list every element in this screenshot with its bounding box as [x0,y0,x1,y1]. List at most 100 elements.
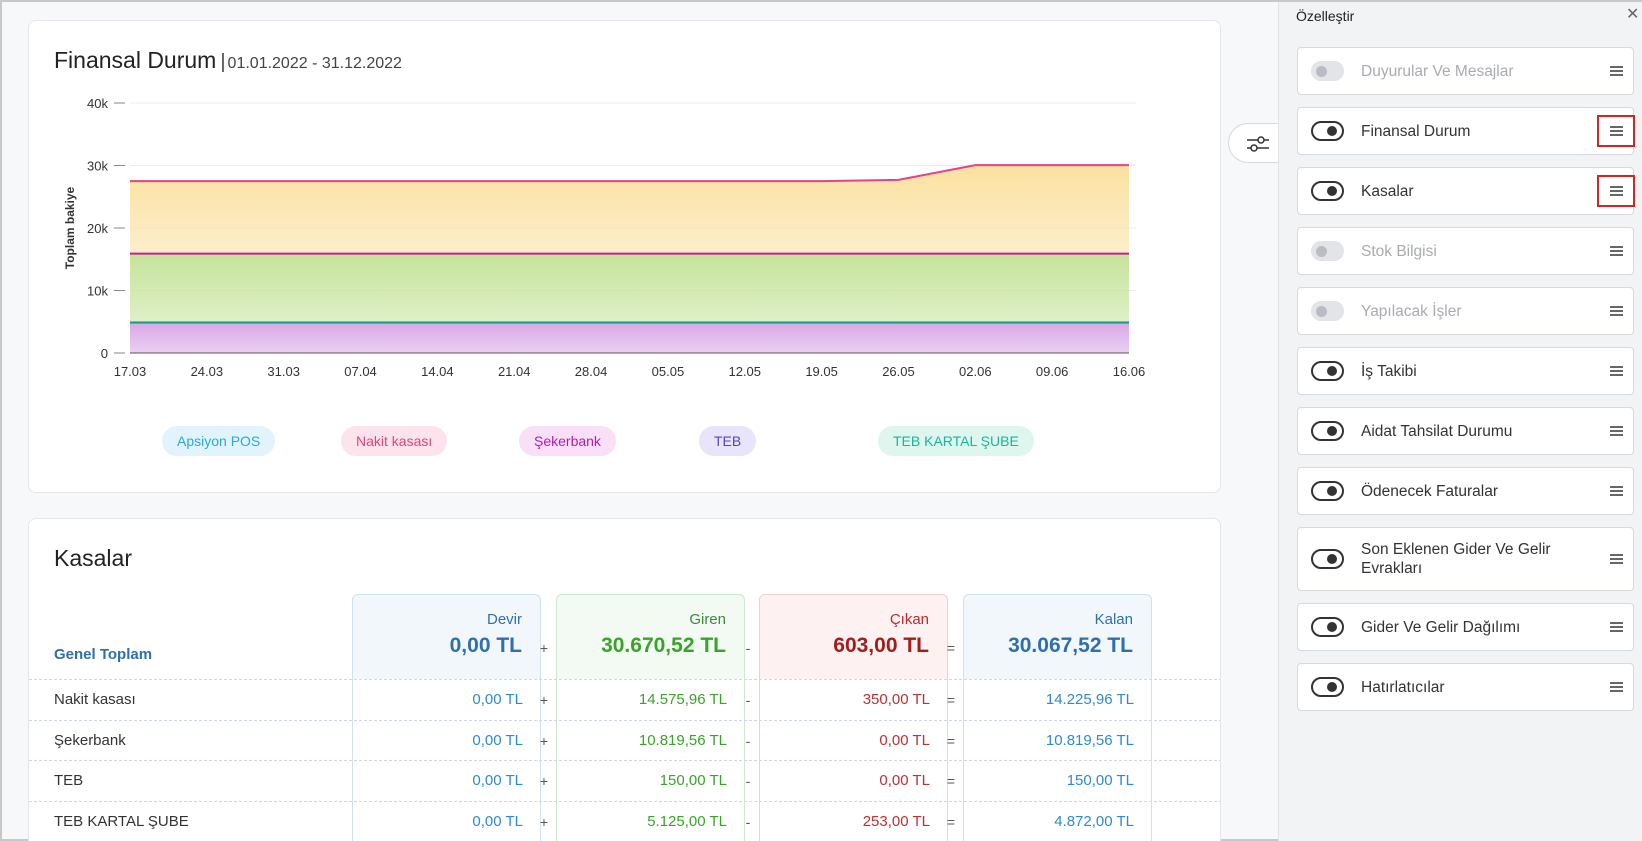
visibility-toggle[interactable] [1311,301,1344,321]
column-header: Giren [689,611,726,628]
visibility-toggle[interactable] [1311,549,1344,569]
area-teb-kartal-ube [130,322,1129,353]
widget-item-gider-ve-gelir-da-l-m-[interactable]: Gider Ve Gelir Dağılımı [1297,603,1634,651]
drag-handle-icon[interactable] [1610,365,1623,377]
operator-symbol: - [745,813,751,830]
widget-item-label: Aidat Tahsilat Durumu [1361,423,1513,440]
visibility-toggle[interactable] [1311,61,1344,81]
area-nakit-kasas- [130,165,1129,254]
table-cell-kalan: 150,00 TL [1066,772,1134,789]
table-cell-cikan: 253,00 TL [862,812,930,830]
x-tick-label: 07.04 [344,364,377,379]
table-cell-devir: 0,00 TL [472,772,523,789]
series-line [130,164,1129,183]
column-header: Çıkan [889,611,929,628]
operator-symbol: - [745,773,751,789]
table-cell-devir: 0,00 TL [472,691,523,708]
column-total: 603,00 TL [833,634,929,657]
widget-item-label: Duyurular Ve Mesajlar [1361,63,1514,80]
table-cell-cikan: 0,00 TL [879,731,930,749]
operator-symbol: = [946,732,956,749]
drag-handle-icon[interactable] [1610,681,1623,693]
widget-item-son-eklenen-gider-ve-gelir-evraklar-[interactable]: Son Eklenen Gider Ve Gelir Evrakları [1297,527,1634,591]
drag-handle-icon[interactable] [1610,553,1623,565]
x-tick-label: 09.06 [1036,364,1069,379]
visibility-toggle[interactable] [1311,617,1344,637]
date-range[interactable]: 01.01.2022 - 31.12.2022 [227,55,402,72]
row-divider [29,719,1220,721]
operator-symbol: = [946,640,956,656]
widget-item-label: Finansal Durum [1361,123,1471,140]
visibility-toggle[interactable] [1311,241,1344,261]
table-cell-cikan: 0,00 TL [879,772,930,789]
legend-item[interactable]: TEB KARTAL ŞUBE [878,426,1034,456]
summary-çıkan: Çıkan 603,00 TL [759,594,948,679]
y-tick-label: 40k [87,96,108,111]
x-tick-label: 12.05 [728,364,761,379]
column-total: 30.067,52 TL [1008,634,1133,657]
operator-symbol: - [745,732,751,749]
widget-item-yap-lacak-i-ler[interactable]: Yapılacak İşler [1297,287,1634,335]
x-tick-label: 31.03 [267,364,300,379]
drag-handle-icon[interactable] [1610,485,1623,497]
y-tick-label: 30k [87,159,108,174]
drag-handle-icon[interactable] [1610,305,1623,317]
legend-item[interactable]: Şekerbank [519,426,616,456]
visibility-toggle[interactable] [1311,121,1344,141]
column-total: 30.670,52 TL [601,634,726,657]
operator-symbol: = [946,813,956,830]
area-teb [130,253,1129,323]
legend-item[interactable]: Nakit kasası [341,426,448,456]
title-separator: | [220,51,226,73]
table-row-name[interactable]: Şekerbank [54,731,126,749]
visibility-toggle[interactable] [1311,181,1344,201]
widget-item--denecek-faturalar[interactable]: Ödenecek Faturalar [1297,467,1634,515]
widget-item-i-takibi[interactable]: İş Takibi [1297,347,1634,395]
widget-item-finansal-durum[interactable]: Finansal Durum [1297,107,1635,155]
x-tick-label: 19.05 [805,364,838,379]
drag-handle-icon[interactable] [1610,185,1623,197]
visibility-toggle[interactable] [1311,421,1344,441]
operator-symbol: - [745,640,751,656]
finansal-durum-title: Finansal Durum | 01.01.2022 - 31.12.2022 [54,47,402,74]
widget-item-stok-bilgisi[interactable]: Stok Bilgisi [1297,227,1634,275]
table-row-name[interactable]: Nakit kasası [54,691,136,708]
widget-item-kasalar[interactable]: Kasalar [1297,167,1635,215]
widget-item-label: Gider Ve Gelir Dağılımı [1361,619,1521,636]
x-tick-label: 16.06 [1113,364,1146,379]
widget-item-aidat-tahsilat-durumu[interactable]: Aidat Tahsilat Durumu [1297,407,1634,455]
x-tick-label: 14.04 [421,364,454,379]
x-tick-label: 26.05 [882,364,915,379]
genel-toplam-label: Genel Toplam [54,646,153,663]
legend-item[interactable]: TEB [699,426,757,456]
table-cell-giren: 150,00 TL [659,772,727,789]
drag-handle-icon[interactable] [1610,621,1623,633]
row-divider [29,800,1220,802]
y-axis-label: Toplam bakiye [63,186,77,269]
operator-symbol: + [539,773,549,789]
drag-handle-icon[interactable] [1610,245,1623,257]
widget-item-hat-rlat-c-lar[interactable]: Hatırlatıcılar [1297,663,1634,711]
y-tick-label: 0 [101,346,108,361]
kasalar-title: Kasalar [54,545,132,571]
drag-handle-icon[interactable] [1610,65,1623,77]
table-row-name[interactable]: TEB KARTAL ŞUBE [54,812,189,830]
operator-symbol: + [539,692,549,708]
summary-giren: Giren 30.670,52 TL [556,594,745,679]
table-cell-devir: 0,00 TL [472,812,523,830]
close-icon[interactable]: ✕ [1626,6,1640,23]
drag-handle-icon[interactable] [1610,425,1623,437]
financial-area-chart: 0 10k 20k 30k 40k Toplam bakiye 17.03 24.03 31.0… [63,96,1146,379]
legend-item[interactable]: Apsiyon POS [162,426,276,456]
visibility-toggle[interactable] [1311,481,1344,501]
widget-item-duyurular-ve-mesajlar[interactable]: Duyurular Ve Mesajlar [1297,47,1634,95]
summary-kalan: Kalan 30.067,52 TL [963,594,1152,679]
table-cell-kalan: 14.225,96 TL [1045,691,1134,708]
drag-handle-icon[interactable] [1610,125,1623,137]
summary-devir: Devir 0,00 TL [352,594,541,679]
widget-item-label: Stok Bilgisi [1361,243,1437,260]
visibility-toggle[interactable] [1311,361,1344,381]
operator-symbol: = [946,692,956,708]
table-row-name[interactable]: TEB [54,772,84,789]
visibility-toggle[interactable] [1311,677,1344,697]
